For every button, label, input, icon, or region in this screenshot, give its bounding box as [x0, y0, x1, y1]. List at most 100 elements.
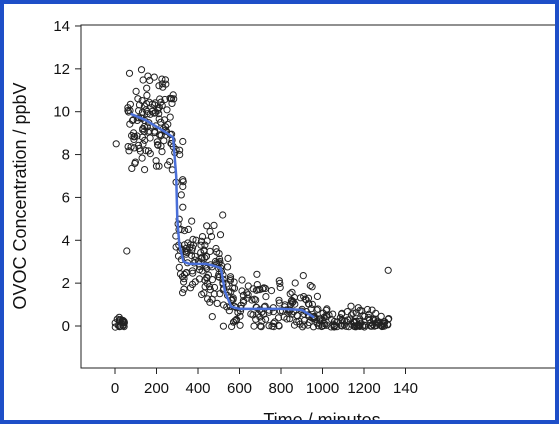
data-point-138 — [131, 158, 139, 166]
data-point-393 — [313, 292, 321, 300]
data-point-89 — [155, 162, 163, 170]
data-point-63 — [163, 106, 171, 114]
data-point-415 — [261, 284, 269, 293]
data-point-538 — [353, 321, 361, 330]
x-tick-label: 600 — [227, 380, 252, 397]
data-point-149 — [140, 102, 148, 110]
data-point-414 — [271, 318, 279, 326]
data-point-421 — [238, 287, 246, 295]
x-tick-label: 400 — [185, 380, 210, 397]
data-point-207 — [213, 299, 221, 307]
data-point-115 — [159, 83, 167, 91]
data-point-174 — [175, 263, 183, 271]
data-point-134 — [151, 101, 159, 109]
data-point-253 — [188, 267, 196, 275]
data-point-17 — [119, 322, 127, 330]
data-point-131 — [132, 87, 140, 96]
y-tick-label: 4 — [62, 232, 70, 249]
y-tick-label: 0 — [62, 318, 70, 335]
data-point-532 — [323, 321, 331, 329]
data-point-327 — [274, 314, 283, 322]
data-point-263 — [208, 276, 216, 284]
data-point-228 — [207, 232, 216, 241]
data-point-244 — [192, 236, 200, 244]
data-point-276 — [198, 233, 207, 241]
data-point-72 — [135, 107, 143, 115]
data-point-546 — [369, 315, 377, 323]
data-point-121 — [142, 147, 150, 155]
data-point-145 — [166, 113, 174, 121]
data-point-430 — [270, 323, 278, 331]
data-point-438 — [275, 322, 283, 330]
y-tick-label: 14 — [53, 18, 70, 35]
data-point-277 — [195, 275, 204, 283]
x-tick-label: 800 — [268, 380, 293, 397]
data-point-91 — [164, 120, 172, 128]
data-point-397 — [267, 287, 276, 295]
data-point-437 — [290, 293, 298, 302]
data-point-151 — [157, 98, 165, 106]
x-tick-label: 1200 — [347, 380, 380, 397]
data-point-269 — [197, 241, 205, 249]
data-point-109 — [152, 122, 160, 130]
y-tick-label: 10 — [53, 104, 70, 121]
data-point-278 — [186, 243, 194, 252]
data-point-399 — [238, 276, 246, 284]
data-point-418 — [253, 270, 261, 278]
data-point-234 — [201, 254, 209, 262]
data-point-77 — [139, 140, 147, 148]
data-point-148 — [155, 82, 163, 90]
data-point-259 — [189, 235, 197, 243]
data-point-262 — [182, 250, 190, 258]
data-point-267 — [216, 231, 225, 239]
data-point-305 — [275, 277, 283, 285]
data-point-170 — [179, 178, 187, 186]
data-point-389 — [309, 323, 318, 331]
data-point-427 — [304, 300, 312, 308]
data-point-280 — [226, 273, 235, 281]
data-point-407 — [259, 285, 267, 293]
data-point-104 — [141, 136, 149, 144]
data-point-381 — [236, 321, 244, 329]
data-point-254 — [181, 227, 189, 235]
data-point-152 — [144, 72, 152, 80]
data-point-387 — [275, 296, 283, 304]
data-point-163 — [179, 182, 187, 191]
data-point-40 — [157, 142, 165, 150]
y-ticks: 0 2 4 6 8 10 12 14 — [53, 18, 81, 335]
data-point-143 — [156, 95, 164, 103]
data-point-338 — [244, 291, 252, 299]
data-point-22 — [112, 140, 120, 148]
data-point-153 — [148, 107, 156, 115]
data-point-54 — [137, 66, 146, 74]
data-point-232 — [188, 217, 196, 225]
data-point-97 — [127, 143, 135, 151]
data-point-396 — [314, 305, 322, 313]
data-point-141 — [144, 147, 152, 155]
data-point-256 — [215, 250, 223, 258]
data-point-520 — [349, 309, 357, 317]
data-point-318 — [239, 297, 247, 305]
x-tick-label: 1000 — [306, 380, 339, 397]
data-point-73 — [143, 91, 151, 100]
data-point-541 — [380, 318, 388, 326]
data-point-223 — [219, 211, 227, 219]
data-point-435 — [257, 323, 265, 331]
data-point-193 — [180, 285, 188, 293]
data-point-390 — [239, 291, 247, 299]
data-point-521 — [363, 305, 372, 314]
data-point-411 — [290, 321, 299, 329]
data-point-51 — [166, 157, 174, 166]
data-point-359 — [299, 272, 307, 280]
data-point-428 — [229, 284, 237, 292]
data-point-410 — [256, 322, 264, 330]
data-point-548 — [331, 321, 339, 329]
data-point-522 — [318, 322, 327, 330]
data-point-420 — [260, 303, 268, 311]
data-point-385 — [293, 312, 302, 320]
data-point-423 — [252, 296, 260, 304]
data-point-416 — [308, 300, 316, 308]
data-point-372 — [247, 310, 255, 318]
data-point-210 — [210, 221, 218, 229]
